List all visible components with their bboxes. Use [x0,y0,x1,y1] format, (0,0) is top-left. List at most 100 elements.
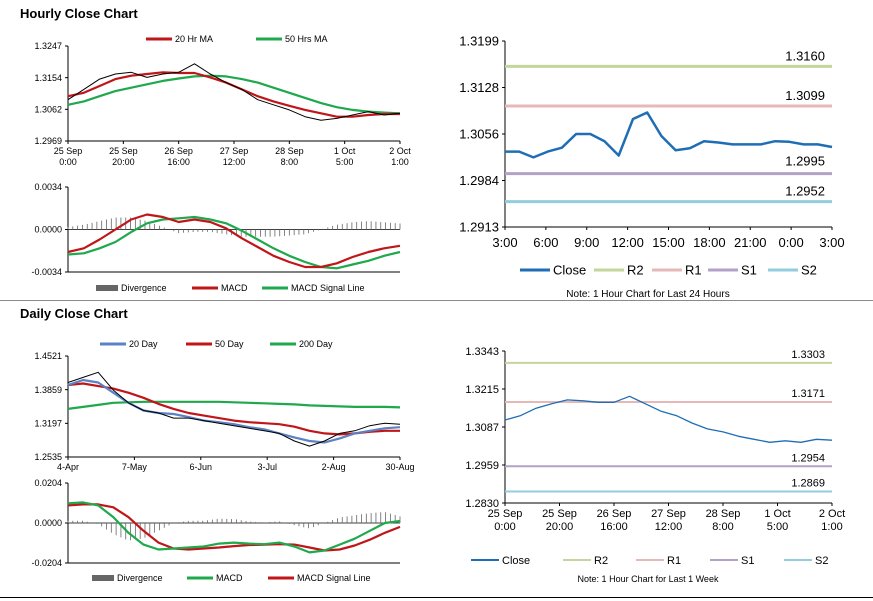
hourly-levels-x-tick-label: 9:00 [574,235,599,250]
hourly-legend-50hr-ma-label: 50 Hrs MA [285,34,328,44]
hourly-levels-x-tick-label: 18:00 [693,235,726,250]
daily-levels-x-tick-label: 8:00 [712,521,733,533]
daily-levels-y-tick-label: 1.2830 [465,498,499,510]
daily-levels-x-tick-label: 28 Sep [706,508,741,520]
daily-levels-x-tick-label: 0:00 [494,521,515,533]
hourly-levels-x-tick-label: 12:00 [611,235,644,250]
hourly-levels-y-tick-label: 1.3199 [459,34,499,49]
daily-section-title: Daily Close Chart [20,306,128,321]
daily-legend-20day-label: 20 Day [129,339,158,349]
hourly-levels-y-tick-label: 1.3056 [459,127,499,142]
hourly-price-y-tick-label: 1.3247 [34,41,62,51]
daily-level-r1-label: 1.3171 [791,388,825,400]
daily-level-s1-label: 1.2954 [791,452,825,464]
hourly-levels-x-tick-label: 21:00 [734,235,767,250]
hourly-price-x-tick-label: 2 Oct [389,146,411,156]
hourly-levels-x-tick-label: 15:00 [652,235,685,250]
daily-legend-s1-label: S1 [741,555,754,567]
daily-levels-y-tick-label: 1.3087 [465,422,499,434]
daily-legend-divergence-label: Divergence [117,573,163,583]
daily-price-x-tick-label: 30-Aug [385,462,414,472]
daily-level-r2-label: 1.3303 [791,349,825,361]
hourly-levels-x-tick-label: 0:00 [778,235,803,250]
hourly-legend-r1-label: R1 [685,263,702,278]
daily-levels-x-tick-label: 26 Sep [597,508,632,520]
daily-levels-x-tick-label: 2 Oct [819,508,845,520]
daily-macd-y-tick-label: 0.0000 [34,518,62,528]
hourly-legend-macd-signal-label: MACD Signal Line [291,283,365,293]
daily-legend-r1-label: R1 [667,555,681,567]
hourly-legend-20hr-ma-label: 20 Hr MA [175,34,213,44]
hourly-levels-y-tick-label: 1.2913 [459,220,499,235]
daily-20day-line [67,378,401,444]
daily-price-x-tick-label: 4-Apr [57,462,79,472]
daily-levels-x-tick-label: 25 Sep [488,508,523,520]
daily-legend-close-label: Close [502,555,530,567]
hourly-50hr-ma-line [67,74,401,115]
hourly-price-x-tick-label: 8:00 [281,157,299,167]
hourly-levels-y-tick-label: 1.3128 [459,80,499,95]
daily-200day-line [67,400,401,410]
hourly-levels-note: Note: 1 Hour Chart for Last 24 Hours [566,289,729,300]
hourly-level-s2-label: 1.2952 [785,184,825,199]
daily-price-x-tick-label: 3-Jul [257,462,277,472]
daily-legend-macd-label: MACD [216,573,243,583]
daily-price-y-tick-label: 1.3197 [34,418,62,428]
hourly-macd-line [67,213,401,269]
daily-price-line [67,371,401,447]
hourly-price-x-tick-label: 25 Sep [109,146,138,156]
daily-levels-y-tick-label: 1.2959 [465,460,499,472]
daily-levels-x-tick-label: 5:00 [767,521,788,533]
hourly-price-y-tick-label: 1.2969 [34,136,62,146]
daily-macd-line [67,501,401,554]
hourly-price-x-tick-label: 27 Sep [220,146,249,156]
hourly-price-x-tick-label: 1:00 [391,157,409,167]
hourly-price-x-tick-label: 25 Sep [54,146,83,156]
hourly-price-x-tick-label: 5:00 [336,157,354,167]
daily-levels-y-tick-label: 1.3215 [465,384,499,396]
hourly-price-x-tick-label: 26 Sep [164,146,193,156]
hourly-legend-divergence-label: Divergence [121,283,167,293]
hourly-legend-macd-label: MACD [221,283,248,293]
daily-legend-divergence-swatch [92,575,114,581]
hourly-level-r2-label: 1.3160 [785,48,825,63]
daily-levels-x-tick-label: 27 Sep [651,508,686,520]
hourly-price-y-tick-label: 1.3154 [34,73,62,83]
hourly-price-x-tick-label: 20:00 [112,157,135,167]
hourly-legend-s2-label: S2 [801,263,817,278]
daily-levels-note: Note: 1 Hour Chart for Last 1 Week [578,574,719,584]
daily-legend-macd-signal-label: MACD Signal Line [297,573,371,583]
daily-levels-x-tick-label: 16:00 [600,521,628,533]
hourly-price-line [67,63,401,121]
daily-legend-r2-label: R2 [594,555,608,567]
hourly-price-x-tick-label: 12:00 [223,157,246,167]
daily-levels-x-tick-label: 1 Oct [764,508,790,520]
hourly-price-y-tick-label: 1.3062 [34,104,62,114]
daily-price-y-tick-label: 1.4521 [34,351,62,361]
hourly-level-r1-label: 1.3099 [785,88,825,103]
daily-levels-x-tick-label: 20:00 [546,521,574,533]
daily-macd-y-tick-label: 0.0204 [34,478,62,488]
hourly-legend-close-label: Close [553,263,586,278]
daily-price-y-tick-label: 1.2535 [34,452,62,462]
daily-legend-50day-label: 50 Day [215,339,244,349]
hourly-macd-y-tick-label: -0.0034 [31,267,62,277]
hourly-levels-y-tick-label: 1.2984 [459,173,499,188]
hourly-price-x-tick-label: 16:00 [167,157,190,167]
daily-levels-x-tick-label: 1:00 [821,521,842,533]
daily-legend-s2-label: S2 [815,555,828,567]
bottom-divider [0,597,873,598]
hourly-section-title: Hourly Close Chart [20,6,138,21]
daily-levels-y-tick-label: 1.3343 [465,346,499,358]
daily-level-s2-label: 1.2869 [791,477,825,489]
daily-price-y-tick-label: 1.3859 [34,385,62,395]
hourly-price-x-tick-label: 1 Oct [334,146,356,156]
hourly-macd-y-tick-label: 0.0000 [34,225,62,235]
hourly-level-s1-label: 1.2995 [785,154,825,169]
hourly-levels-x-tick-label: 3:00 [819,235,844,250]
daily-levels-x-tick-label: 12:00 [655,521,683,533]
hourly-price-x-tick-label: 0:00 [59,157,77,167]
hourly-close-line [505,111,833,159]
hourly-levels-x-tick-label: 3:00 [492,235,517,250]
